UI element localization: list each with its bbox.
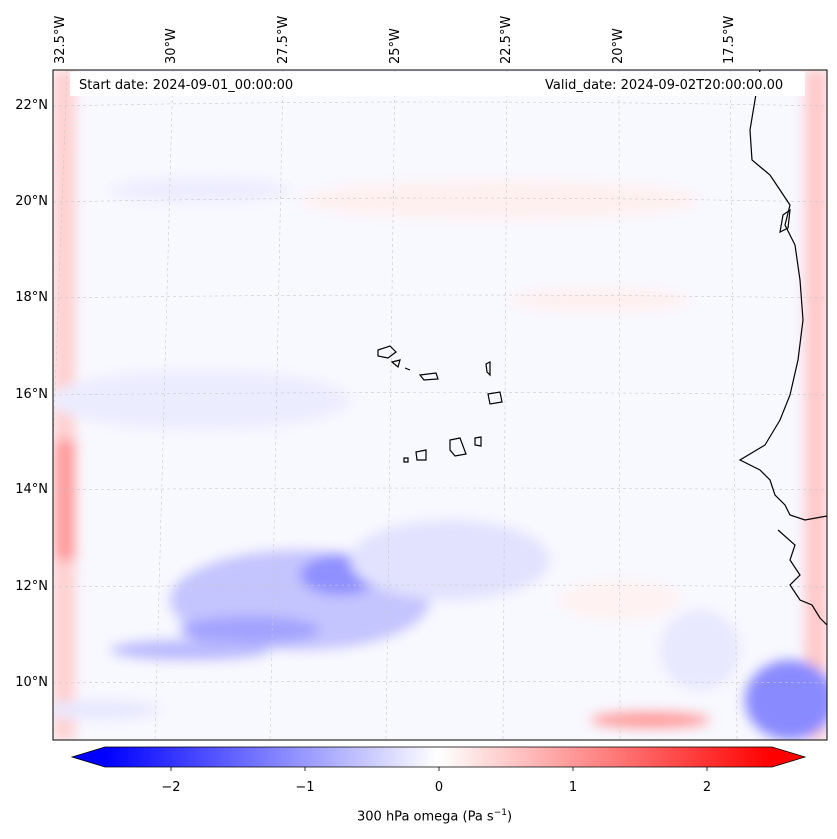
colorbar-tick-label: 2	[702, 780, 712, 795]
lat-label: 16°N	[15, 387, 48, 402]
header-background	[70, 72, 805, 96]
colorbar-title-end: )	[506, 809, 513, 825]
colorbar	[70, 746, 807, 771]
colorbar-title-text: 300 hPa omega (Pa s	[357, 809, 494, 825]
colorbar-title: 300 hPa omega (Pa s−1)	[357, 808, 512, 824]
colorbar-tick-label: 0	[434, 780, 444, 795]
lat-label: 12°N	[15, 579, 48, 594]
omega-field-shading	[53, 70, 827, 740]
lat-label: 18°N	[15, 290, 48, 305]
valid-date-label: Valid_date: 2024-09-02T20:00:00.00	[545, 78, 784, 93]
lat-label: 10°N	[15, 675, 48, 690]
colorbar-tick-label: −1	[295, 780, 315, 795]
colorbar-tick-label: −2	[161, 780, 181, 795]
lat-label: 14°N	[15, 482, 48, 497]
coastline	[738, 70, 827, 626]
graticule	[53, 70, 827, 740]
cape-verde-islands	[377, 345, 503, 463]
lon-label: 17.5°W	[722, 15, 737, 64]
lon-label: 20°W	[611, 28, 626, 64]
lon-label: 22.5°W	[499, 15, 514, 64]
lat-label: 20°N	[15, 194, 48, 209]
colorbar-tick-label: 1	[568, 780, 578, 795]
lon-label: 27.5°W	[276, 15, 291, 64]
map-border	[52, 69, 828, 741]
lon-label: 25°W	[388, 28, 403, 64]
start-date-label: Start date: 2024-09-01_00:00:00	[79, 78, 294, 93]
lon-label: 32.5°W	[53, 15, 68, 64]
colorbar-title-unit-exponent: −1	[493, 808, 507, 818]
lat-label: 22°N	[15, 98, 48, 113]
lon-label: 30°W	[164, 28, 179, 64]
